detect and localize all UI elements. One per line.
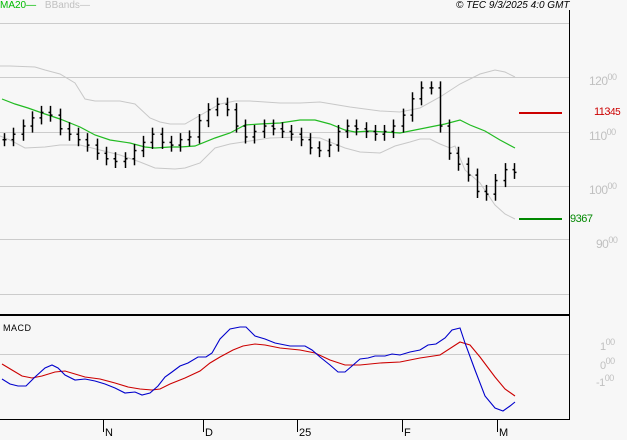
bollinger-bands — [0, 65, 516, 220]
price-label-110: 11000 — [589, 127, 616, 143]
legend-ma20: MA20— — [0, 0, 37, 11]
macd-label-minus1: -100 — [596, 373, 614, 389]
x-axis-ticks — [103, 420, 498, 432]
ma20-line — [1, 98, 516, 149]
chart-legend: MA20— BBands— — [0, 0, 90, 11]
macd-label-0: 000 — [600, 356, 615, 372]
price-label-90: 9000 — [596, 235, 618, 251]
resistance-label: 11345 — [594, 106, 621, 118]
macd-line — [1, 326, 516, 412]
price-bars — [2, 81, 517, 201]
bband-lower — [0, 135, 516, 220]
support-label: 9367 — [570, 213, 593, 225]
legend-bbands: BBands— — [44, 0, 90, 11]
price-label-100: 10000 — [589, 181, 617, 197]
bband-upper — [0, 65, 516, 125]
macd-title: MACD — [3, 323, 32, 333]
x-label-feb: F — [404, 427, 411, 439]
macd-label-1: 100 — [600, 337, 615, 353]
signal-line — [1, 341, 516, 397]
x-label-nov: N — [105, 427, 113, 439]
x-label-dec: D — [205, 427, 213, 439]
x-label-2025: 25 — [299, 427, 312, 439]
price-gridlines — [0, 77, 569, 295]
x-label-mar: M — [499, 427, 509, 439]
copyright-timestamp: © TEC 9/3/2025 4:0 GMT — [456, 0, 570, 11]
price-label-120: 12000 — [589, 72, 617, 88]
